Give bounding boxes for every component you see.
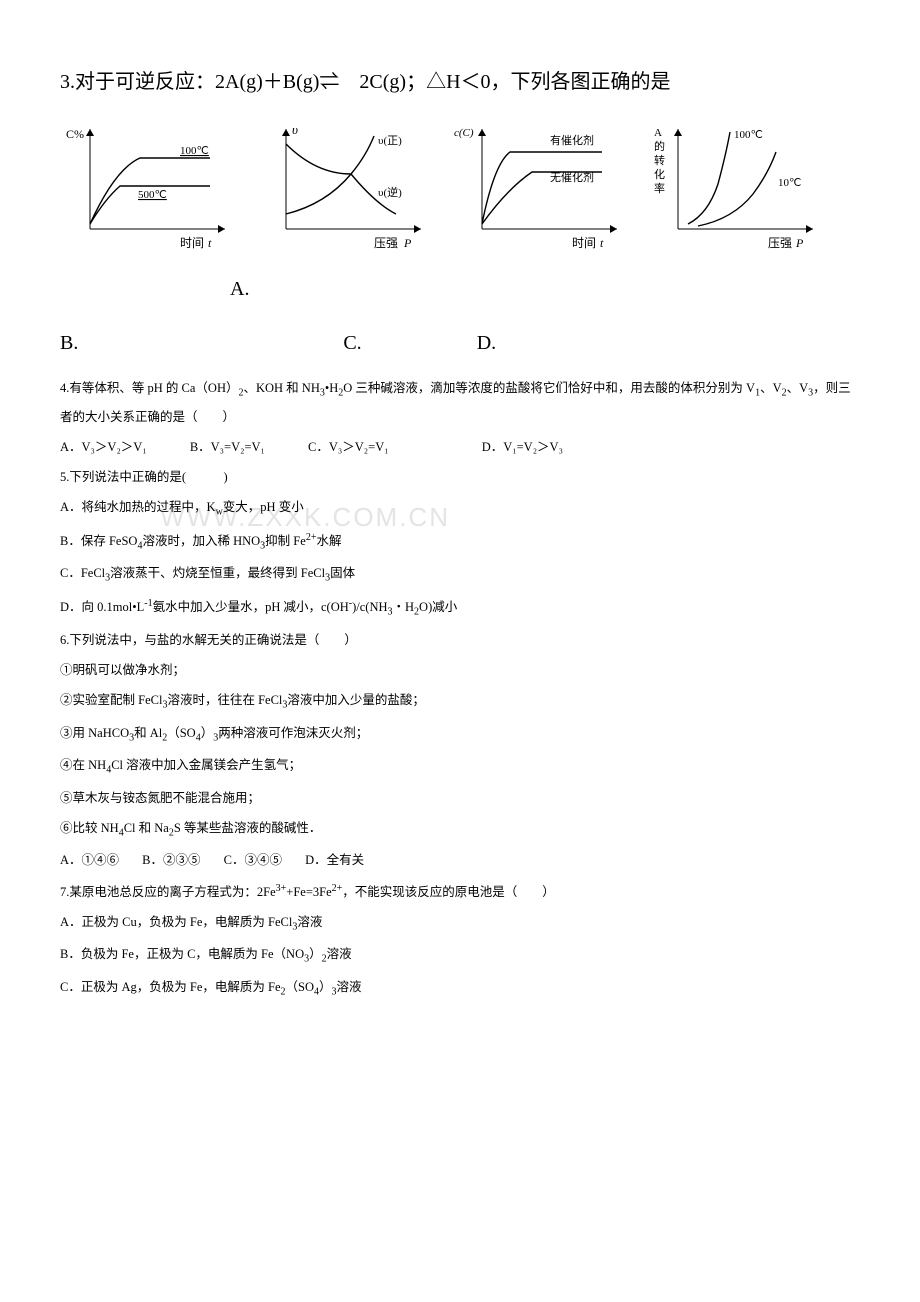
svg-text:t: t bbox=[208, 236, 212, 250]
svg-text:c(C): c(C) bbox=[454, 127, 474, 139]
q6-opt-a: A．①④⑥ bbox=[60, 847, 119, 873]
q4-opt-d: D．V₁=V₂＞V₃ bbox=[482, 434, 563, 460]
chart-c: c(C) 有催化剂 无催化剂 时间 t bbox=[452, 114, 642, 259]
q5-text: 5.下列说法中正确的是( ) bbox=[60, 464, 860, 490]
q6-i4: ④在 NH4Cl 溶液中加入金属镁会产生氢气； bbox=[60, 752, 860, 781]
label-d: D. bbox=[477, 325, 496, 361]
label-b: B. bbox=[60, 325, 78, 361]
svg-text:A: A bbox=[654, 127, 662, 139]
q6-i5: ⑤草木灰与铵态氮肥不能混合施用； bbox=[60, 785, 860, 811]
svg-text:转: 转 bbox=[654, 153, 665, 167]
q3-label-a-row: A. bbox=[60, 271, 860, 307]
svg-text:无催化剂: 无催化剂 bbox=[550, 170, 594, 184]
label-a: A. bbox=[230, 278, 249, 300]
q6-options: A．①④⑥ B．②③⑤ C．③④⑤ D．全有关 bbox=[60, 847, 860, 873]
q6-i1: ①明矾可以做净水剂； bbox=[60, 657, 860, 683]
q6-i3: ③用 NaHCO3和 Al2（SO4）3两种溶液可作泡沫灭火剂； bbox=[60, 720, 860, 749]
svg-text:压强: 压强 bbox=[768, 236, 792, 250]
q3-text: 3.对于可逆反应：2A(g)＋B(g)⇌ 2C(g)；△H＜0，下列各图正确的是 bbox=[60, 60, 860, 104]
q6-i2: ②实验室配制 FeCl3溶液时，往往在 FeCl3溶液中加入少量的盐酸； bbox=[60, 687, 860, 716]
q4-opt-a: A．V₃＞V₂＞V₁ bbox=[60, 434, 147, 460]
svg-text:100℃: 100℃ bbox=[734, 129, 763, 141]
q5-opt-d: D．向 0.1mol•L-1氨水中加入少量水，pH 减小，c(OH-)/c(NH… bbox=[60, 593, 860, 623]
q4-options: A．V₃＞V₂＞V₁ B．V₃=V₂=V₁ C．V₃＞V₂=V₁ D．V₁=V₂… bbox=[60, 434, 860, 460]
q7-opt-c: C．正极为 Ag，负极为 Fe，电解质为 Fe2（SO4）3溶液 bbox=[60, 974, 860, 1003]
q4-text: 4.有等体积、等 pH 的 Ca（OH）2、KOH 和 NH3•H2O 三种碱溶… bbox=[60, 375, 860, 430]
q5-opt-b: B．保存 FeSO4溶液时，加入稀 HNO3抑制 Fe2+水解 bbox=[60, 527, 860, 557]
svg-text:时间: 时间 bbox=[180, 236, 204, 250]
svg-text:P: P bbox=[795, 236, 804, 250]
q6-text: 6.下列说法中，与盐的水解无关的正确说法是（ ） bbox=[60, 627, 860, 653]
svg-text:压强: 压强 bbox=[374, 236, 398, 250]
svg-text:υ(逆): υ(逆) bbox=[378, 185, 402, 199]
svg-text:P: P bbox=[403, 236, 412, 250]
q7-text: 7.某原电池总反应的离子方程式为：2Fe3++Fe=3Fe2+，不能实现该反应的… bbox=[60, 878, 860, 905]
q4-opt-c: C．V₃＞V₂=V₁ bbox=[308, 434, 389, 460]
svg-text:10℃: 10℃ bbox=[778, 177, 801, 189]
q6-opt-d: D．全有关 bbox=[305, 847, 364, 873]
svg-text:时间: 时间 bbox=[572, 236, 596, 250]
chart-d: A 的 转 化 率 100℃ 10℃ 压强 P bbox=[648, 114, 838, 259]
chart-a: C% 100℃ 500℃ 时间 t bbox=[60, 114, 250, 259]
q5-opt-c: C．FeCl3溶液蒸干、灼烧至恒重，最终得到 FeCl3固体 bbox=[60, 560, 860, 589]
q6-opt-b: B．②③⑤ bbox=[142, 847, 200, 873]
svg-text:500℃: 500℃ bbox=[138, 189, 167, 201]
chart-b: υ υ(正) υ(逆) 压强 P bbox=[256, 114, 446, 259]
svg-text:率: 率 bbox=[654, 181, 665, 195]
q5-opt-a: WWW.ZXXK.COM.CN A．将纯水加热的过程中，Kw变大，pH 变小 bbox=[60, 494, 860, 523]
svg-text:化: 化 bbox=[654, 167, 665, 181]
svg-text:C%: C% bbox=[66, 127, 84, 141]
q6-opt-c: C．③④⑤ bbox=[224, 847, 282, 873]
svg-text:υ(正): υ(正) bbox=[378, 135, 402, 147]
label-c: C. bbox=[343, 325, 361, 361]
q7-opt-b: B．负极为 Fe，正极为 C，电解质为 Fe（NO3）2溶液 bbox=[60, 941, 860, 970]
svg-text:υ: υ bbox=[292, 122, 298, 137]
q7-opt-a: A．正极为 Cu，负极为 Fe，电解质为 FeCl3溶液 bbox=[60, 909, 860, 938]
svg-text:t: t bbox=[600, 236, 604, 250]
q3-label-bcd-row: B. C. D. bbox=[60, 325, 860, 361]
svg-text:100℃: 100℃ bbox=[180, 145, 209, 157]
svg-text:的: 的 bbox=[654, 139, 665, 153]
q4-opt-b: B．V₃=V₂=V₁ bbox=[190, 434, 265, 460]
q6-i6: ⑥比较 NH4Cl 和 Na2S 等某些盐溶液的酸碱性． bbox=[60, 815, 860, 844]
svg-text:有催化剂: 有催化剂 bbox=[550, 133, 594, 147]
q3-charts: C% 100℃ 500℃ 时间 t υ υ(正) υ(逆) 压强 P bbox=[60, 114, 860, 259]
